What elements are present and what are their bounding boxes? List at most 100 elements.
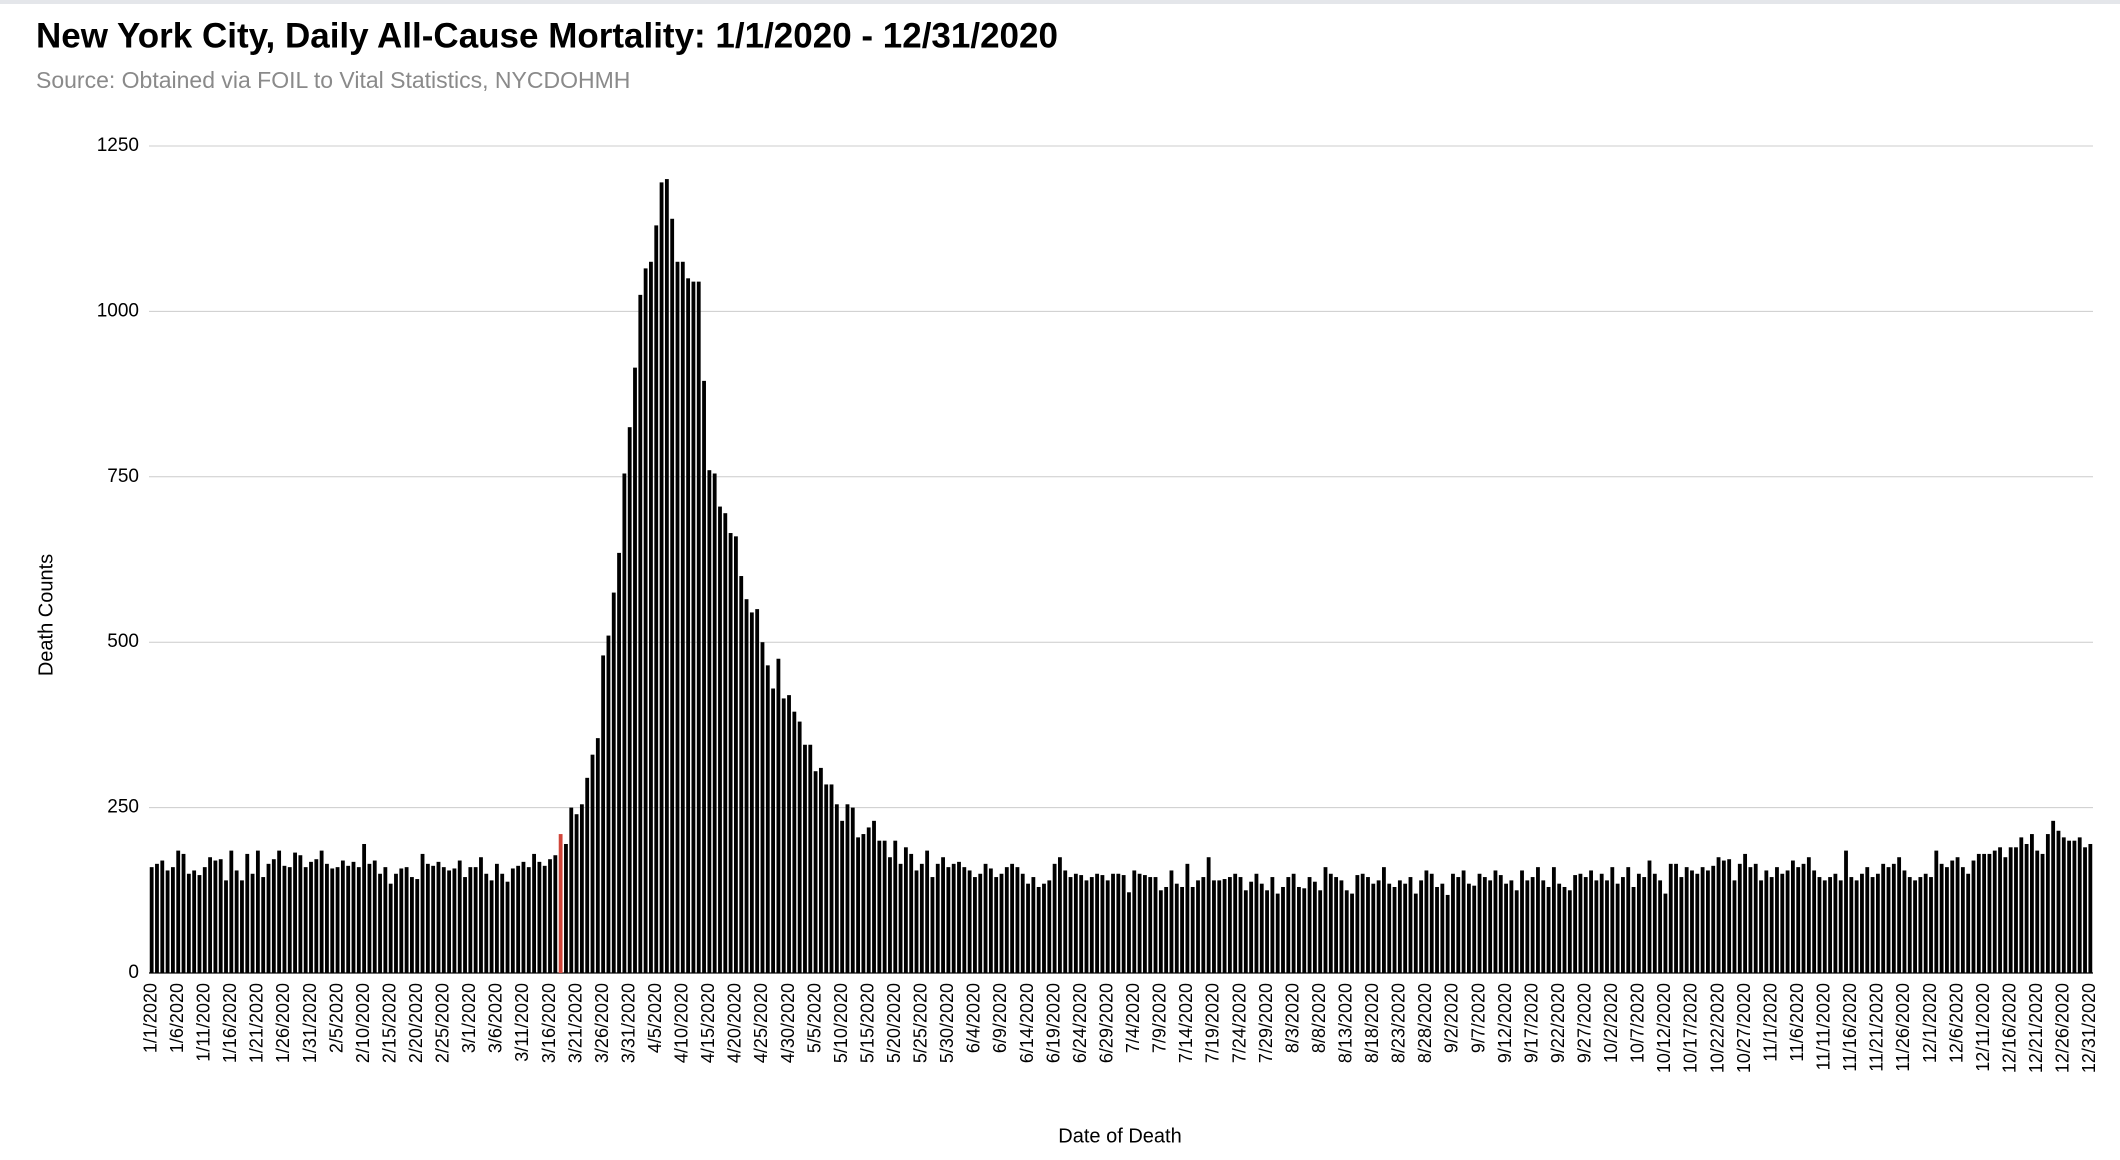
bar bbox=[1923, 873, 1928, 973]
bar bbox=[1950, 860, 1955, 973]
x-tick-label: 1/1/2020 bbox=[140, 983, 160, 1053]
bar bbox=[739, 576, 744, 973]
bar bbox=[1153, 877, 1158, 973]
x-tick-label: 3/11/2020 bbox=[512, 983, 532, 1062]
bar bbox=[197, 875, 202, 973]
bar bbox=[1759, 880, 1763, 973]
bar bbox=[1525, 880, 1530, 973]
bar bbox=[208, 857, 212, 973]
bar bbox=[1753, 863, 1758, 973]
x-tick-label: 5/20/2020 bbox=[884, 983, 904, 1063]
bar bbox=[1105, 880, 1110, 973]
bar bbox=[1190, 886, 1195, 973]
bar bbox=[1918, 877, 1923, 973]
bar bbox=[1992, 850, 1997, 973]
bar bbox=[787, 695, 791, 973]
bar bbox=[1440, 883, 1445, 973]
bar bbox=[1079, 875, 1084, 973]
bar bbox=[734, 536, 738, 973]
bar bbox=[1206, 857, 1211, 973]
bar bbox=[1583, 877, 1588, 973]
bar bbox=[1174, 883, 1179, 973]
bar bbox=[1536, 867, 1540, 973]
bar bbox=[325, 863, 329, 973]
bar bbox=[1026, 883, 1030, 973]
bar bbox=[1886, 867, 1891, 973]
bar bbox=[1711, 865, 1716, 973]
bar bbox=[1148, 877, 1153, 973]
bar bbox=[988, 868, 993, 973]
x-tick-label: 5/5/2020 bbox=[804, 983, 824, 1053]
bar bbox=[1355, 875, 1360, 973]
bar bbox=[2014, 847, 2018, 973]
bar bbox=[840, 820, 845, 973]
bar bbox=[1737, 863, 1742, 973]
bar bbox=[999, 873, 1004, 973]
x-tick-label: 1/31/2020 bbox=[300, 983, 320, 1063]
x-tick-label: 10/22/2020 bbox=[1707, 983, 1727, 1073]
bar bbox=[1222, 879, 1227, 973]
bar bbox=[925, 850, 930, 973]
bar bbox=[1987, 853, 1992, 973]
bar bbox=[340, 860, 345, 973]
bar bbox=[1498, 875, 1503, 973]
x-tick-label: 12/1/2020 bbox=[1920, 983, 1940, 1063]
bar bbox=[1504, 883, 1508, 973]
bar bbox=[1127, 892, 1131, 973]
x-tick-label: 6/14/2020 bbox=[1017, 983, 1037, 1063]
bar bbox=[1716, 857, 1721, 973]
bar bbox=[1929, 877, 1933, 973]
bar bbox=[160, 860, 165, 973]
bar bbox=[1328, 873, 1333, 973]
bar bbox=[930, 877, 935, 973]
x-tick-label: 1/11/2020 bbox=[194, 983, 214, 1062]
x-tick-label: 2/20/2020 bbox=[406, 983, 426, 1063]
bar bbox=[176, 850, 181, 973]
bar bbox=[1344, 890, 1349, 973]
y-tick-label: 1000 bbox=[97, 300, 139, 321]
bar bbox=[601, 655, 606, 973]
bar bbox=[2061, 837, 2066, 973]
bar bbox=[255, 850, 260, 973]
bar bbox=[1562, 886, 1567, 973]
bar bbox=[431, 865, 436, 973]
bar bbox=[388, 883, 393, 973]
bar bbox=[882, 840, 887, 973]
bar bbox=[845, 804, 850, 973]
bar bbox=[553, 855, 558, 973]
bar bbox=[415, 879, 420, 973]
bar bbox=[314, 859, 319, 973]
bar bbox=[2003, 857, 2008, 973]
x-tick-label: 9/12/2020 bbox=[1495, 983, 1515, 1063]
bar bbox=[861, 834, 866, 973]
x-tick-label: 3/26/2020 bbox=[592, 983, 612, 1063]
bar bbox=[186, 873, 191, 973]
bar bbox=[1700, 867, 1705, 973]
bar bbox=[1073, 873, 1078, 973]
bar bbox=[866, 827, 871, 973]
bar bbox=[627, 427, 632, 973]
bar bbox=[1663, 893, 1668, 973]
bar bbox=[2045, 834, 2050, 973]
bar bbox=[2067, 840, 2072, 973]
bar bbox=[170, 867, 175, 973]
bar bbox=[946, 867, 951, 973]
bar bbox=[744, 599, 749, 973]
bar bbox=[622, 473, 627, 973]
bar bbox=[1121, 875, 1126, 973]
bar bbox=[579, 804, 584, 973]
x-tick-label: 10/27/2020 bbox=[1734, 983, 1754, 1073]
bar bbox=[1801, 863, 1806, 973]
x-tick-label: 12/6/2020 bbox=[1946, 983, 1966, 1063]
bar bbox=[962, 867, 967, 973]
bar bbox=[574, 814, 579, 973]
bar bbox=[1429, 873, 1434, 973]
bar bbox=[351, 861, 356, 973]
bar bbox=[1615, 883, 1620, 973]
bar bbox=[1557, 883, 1562, 973]
bar bbox=[1472, 885, 1477, 973]
bar bbox=[1371, 883, 1376, 973]
bar bbox=[1668, 863, 1673, 973]
bar bbox=[1520, 870, 1524, 973]
